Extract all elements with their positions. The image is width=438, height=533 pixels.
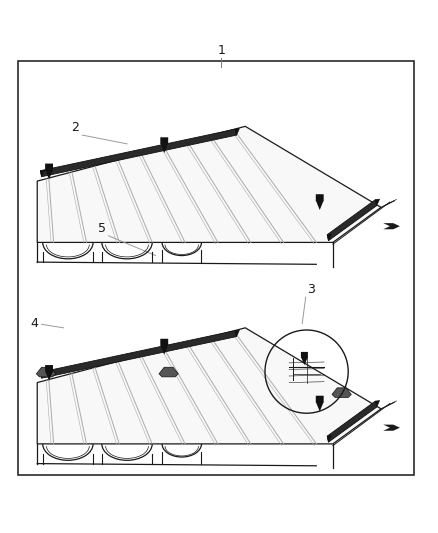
Polygon shape bbox=[332, 388, 351, 398]
Polygon shape bbox=[40, 129, 237, 177]
Text: 2: 2 bbox=[71, 121, 79, 134]
Polygon shape bbox=[316, 194, 324, 210]
Text: 3: 3 bbox=[307, 283, 314, 296]
Polygon shape bbox=[45, 365, 53, 381]
Polygon shape bbox=[235, 128, 240, 135]
Text: 4: 4 bbox=[31, 317, 39, 330]
Polygon shape bbox=[327, 234, 332, 241]
Polygon shape bbox=[40, 372, 45, 378]
Polygon shape bbox=[316, 395, 324, 411]
Polygon shape bbox=[383, 223, 400, 229]
Polygon shape bbox=[327, 435, 332, 442]
Polygon shape bbox=[327, 401, 377, 442]
Polygon shape bbox=[160, 339, 168, 354]
Polygon shape bbox=[375, 199, 380, 206]
Polygon shape bbox=[235, 330, 240, 336]
Polygon shape bbox=[383, 425, 400, 431]
Polygon shape bbox=[40, 330, 237, 378]
Polygon shape bbox=[327, 200, 377, 241]
Polygon shape bbox=[375, 401, 380, 407]
Polygon shape bbox=[45, 164, 53, 179]
Polygon shape bbox=[160, 138, 168, 153]
Polygon shape bbox=[37, 328, 381, 444]
Polygon shape bbox=[36, 367, 56, 377]
Text: 5: 5 bbox=[98, 222, 106, 235]
Polygon shape bbox=[40, 170, 45, 177]
Polygon shape bbox=[37, 126, 381, 243]
Polygon shape bbox=[159, 367, 178, 377]
Text: 1: 1 bbox=[217, 44, 225, 57]
Polygon shape bbox=[301, 352, 308, 365]
